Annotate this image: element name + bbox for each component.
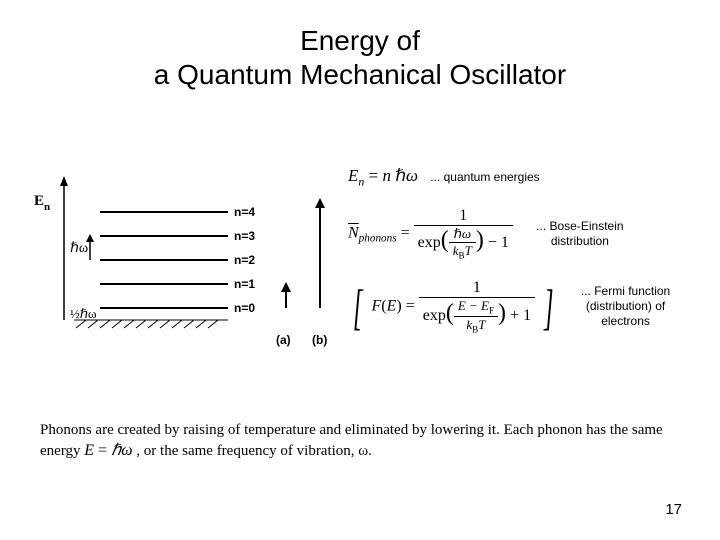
label-fermi-function: ... Fermi function (distribution) of ele…	[571, 284, 681, 329]
label-bose-einstein: ... Bose-Einsteindistribution	[525, 219, 635, 249]
equations-column: En = n ℏω ... quantum energies Nphonons …	[348, 160, 692, 352]
title-line-1: Energy of	[300, 25, 420, 56]
svg-text:n=1: n=1	[234, 277, 255, 291]
svg-text:n=4: n=4	[234, 205, 255, 219]
svg-text:n=0: n=0	[234, 301, 255, 315]
bottom-post: , or the same frequency of vibration, ω.	[136, 443, 372, 459]
svg-text:E: E	[34, 193, 44, 209]
bottom-paragraph: Phonons are created by raising of temper…	[40, 420, 680, 462]
svg-text:n: n	[44, 201, 50, 213]
svg-text:ℏω: ℏω	[70, 241, 88, 256]
svg-text:½ℏω: ½ℏω	[70, 306, 97, 321]
equation-bose-einstein: Nphonons = 1 exp( ℏω kBT ) − 1 ... Bose-	[348, 207, 692, 261]
svg-text:n=2: n=2	[234, 253, 255, 267]
equation-quantum-energies: En = n ℏω ... quantum energies	[348, 166, 692, 189]
svg-text:(a): (a)	[276, 333, 291, 347]
label-quantum-energies: ... quantum energies	[430, 170, 540, 185]
energy-level-diagram: E n	[28, 160, 348, 355]
svg-text:(b): (b)	[312, 333, 327, 347]
diagram-svg: E n	[28, 160, 348, 350]
slide-title: Energy of a Quantum Mechanical Oscillato…	[0, 0, 720, 91]
content-row: E n	[28, 160, 692, 355]
slide: Energy of a Quantum Mechanical Oscillato…	[0, 0, 720, 540]
title-line-2: a Quantum Mechanical Oscillator	[154, 59, 566, 90]
svg-text:n=3: n=3	[234, 229, 255, 243]
page-number: 17	[665, 501, 682, 518]
equation-fermi-function: [ F(E) = 1 exp( E − EF kBT ) + 1 ]	[348, 279, 692, 334]
